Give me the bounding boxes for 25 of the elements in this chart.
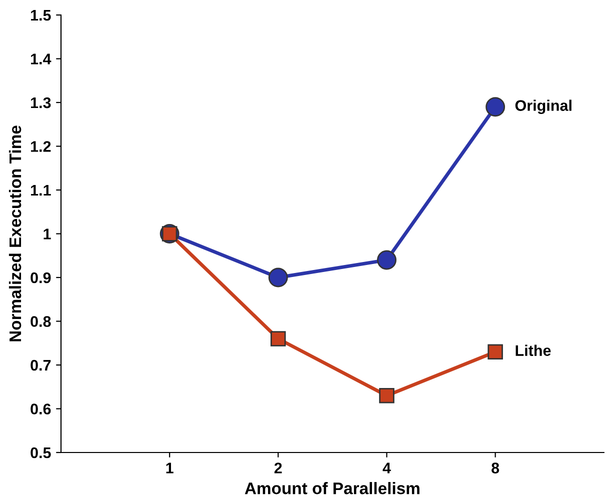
y-tick-label: 0.5	[30, 447, 51, 458]
x-axis-title: Amount of Parallelism	[244, 482, 420, 494]
y-tick-label: 1.1	[31, 185, 51, 196]
series-label: Lithe	[516, 344, 551, 356]
y-tick-label: 0.9	[30, 272, 51, 284]
x-tick-label: 4	[382, 462, 391, 474]
point	[377, 250, 396, 270]
point	[488, 344, 503, 360]
y-tick-label: 1.3	[31, 97, 51, 108]
y-tick-label: 1.5	[31, 10, 51, 21]
series-label: Original	[515, 100, 572, 114]
y-tick-label: 1.2	[31, 141, 51, 152]
y-tick-label: 0.8	[30, 316, 51, 327]
x-tick-label: 1	[166, 462, 174, 474]
point	[486, 97, 506, 117]
y-tick-label: 1	[44, 228, 51, 240]
x-tick-label: 2	[274, 462, 282, 474]
x-tick-label: 8	[492, 462, 500, 474]
y-tick-label: 0.7	[30, 360, 51, 371]
point	[268, 268, 288, 288]
y-tick-label: 1.4	[31, 54, 52, 64]
point	[379, 388, 394, 404]
y-axis-title: Normalized Execution Time	[8, 126, 22, 342]
y-tick-label: 0.6	[30, 404, 51, 414]
point	[270, 331, 286, 346]
